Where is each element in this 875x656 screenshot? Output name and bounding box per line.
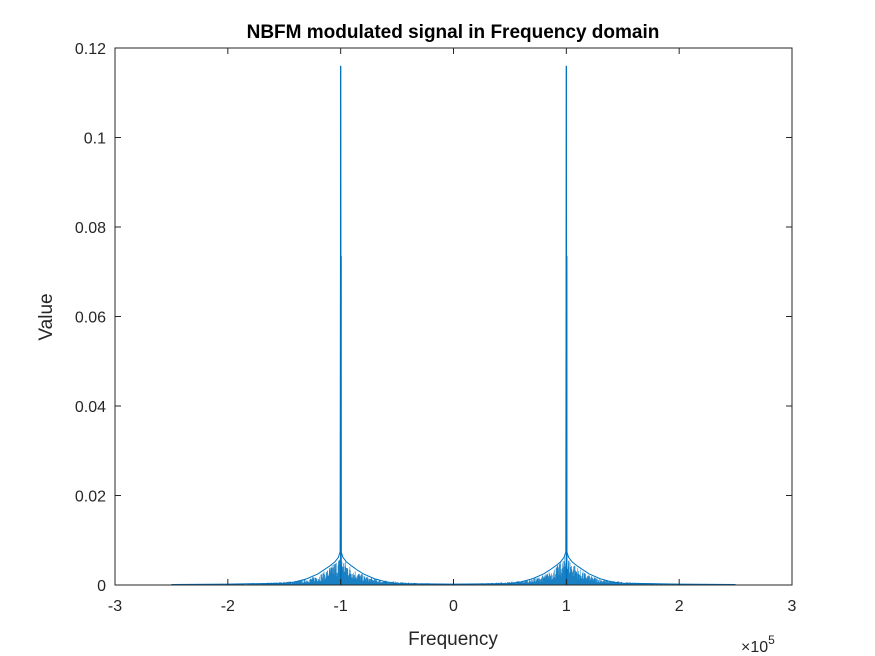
y-axis-label: Value <box>36 293 57 340</box>
y-tick-label: 0.04 <box>75 399 106 416</box>
y-axis-ticks: 0 0.02 0.04 0.06 0.08 0.1 0.12 <box>75 41 792 595</box>
x-axis-ticks: -3 -2 -1 0 1 2 3 <box>108 48 797 615</box>
x-tick-label: 2 <box>675 598 684 615</box>
chart-title: NBFM modulated signal in Frequency domai… <box>247 22 660 43</box>
y-tick-label: 0.06 <box>75 310 106 327</box>
x-tick-label: -3 <box>108 598 122 615</box>
y-tick-label: 0.02 <box>75 489 106 506</box>
x-axis-exponent: ×105 <box>741 633 775 656</box>
plot-background <box>115 48 792 585</box>
x-tick-label: 0 <box>449 598 458 615</box>
y-tick-label: 0.08 <box>75 220 106 237</box>
plot-area <box>115 48 792 585</box>
x-tick-label: -2 <box>221 598 235 615</box>
x-axis-exponent-power: 5 <box>768 633 775 647</box>
y-tick-label: 0 <box>97 578 106 595</box>
y-tick-label: 0.12 <box>75 41 106 58</box>
x-tick-label: 3 <box>788 598 797 615</box>
x-tick-label: 1 <box>562 598 571 615</box>
x-axis-exponent-base: ×10 <box>741 639 768 656</box>
x-axis-label: Frequency <box>408 629 498 650</box>
y-tick-label: 0.1 <box>84 131 106 148</box>
x-tick-label: -1 <box>334 598 348 615</box>
